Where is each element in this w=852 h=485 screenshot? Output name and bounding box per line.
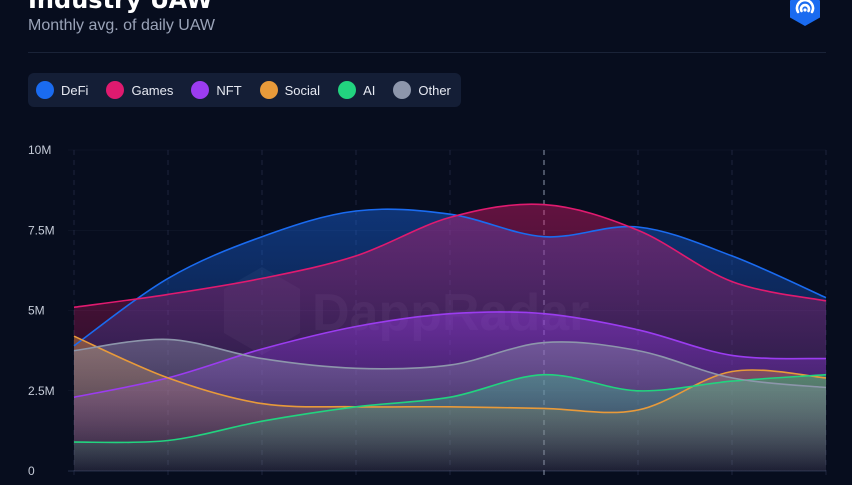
y-tick-label: 5M bbox=[28, 304, 45, 318]
line-defi bbox=[73, 208, 827, 347]
legend-swatch bbox=[106, 81, 125, 99]
chart-legend: DeFi Games NFT Social AI Other bbox=[28, 73, 461, 107]
legend-swatch bbox=[393, 81, 412, 99]
chart-subtitle: Monthly avg. of daily UAW bbox=[28, 17, 216, 34]
legend-label: DeFi bbox=[61, 82, 89, 98]
legend-swatch bbox=[338, 81, 357, 99]
line-other bbox=[73, 338, 827, 389]
legend-item-games[interactable]: Games bbox=[106, 81, 173, 99]
series-areas bbox=[74, 204, 826, 471]
line-ai bbox=[73, 373, 827, 444]
legend-item-nft[interactable]: NFT bbox=[191, 81, 242, 99]
legend-swatch bbox=[259, 81, 278, 99]
y-tick-label: 10M bbox=[28, 143, 51, 157]
legend-item-social[interactable]: Social bbox=[259, 81, 321, 99]
legend-label: AI bbox=[363, 82, 376, 98]
legend-item-other[interactable]: Other bbox=[393, 81, 451, 99]
y-tick-label: 2.5M bbox=[28, 384, 55, 398]
header-divider bbox=[28, 52, 826, 53]
dappradar-logo-icon bbox=[790, 0, 820, 26]
area-other bbox=[74, 339, 826, 471]
legend-label: Games bbox=[131, 82, 174, 98]
y-tick-label: 0 bbox=[28, 464, 35, 478]
legend-swatch bbox=[191, 81, 210, 99]
chart-title: Industry UAW bbox=[28, 0, 213, 14]
legend-label: Other bbox=[418, 82, 451, 98]
line-social bbox=[73, 335, 827, 414]
legend-label: Social bbox=[284, 82, 321, 98]
legend-label: NFT bbox=[216, 82, 242, 98]
y-tick-label: 7.5M bbox=[28, 223, 55, 237]
legend-swatch bbox=[36, 81, 54, 99]
legend-item-defi[interactable]: DeFi bbox=[36, 81, 88, 99]
series-lines bbox=[73, 203, 827, 444]
line-games bbox=[73, 203, 827, 309]
line-nft bbox=[73, 311, 827, 398]
legend-item-ai[interactable]: AI bbox=[338, 81, 375, 99]
